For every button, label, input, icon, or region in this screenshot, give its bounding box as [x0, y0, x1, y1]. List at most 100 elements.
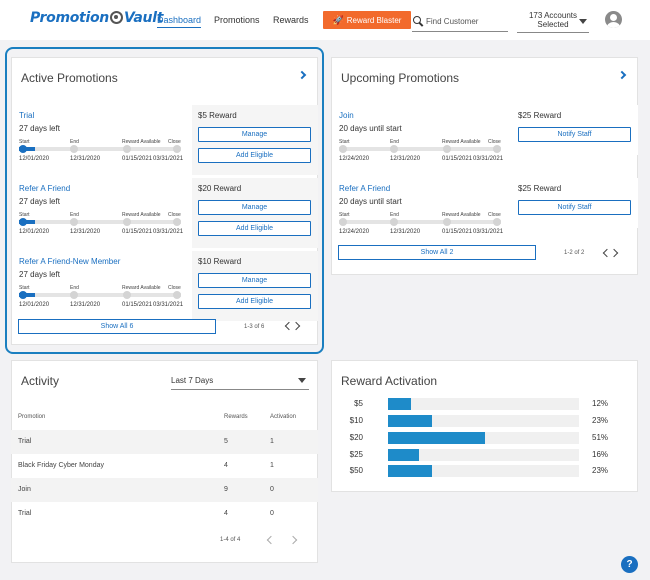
- close-date: 03/31/2021: [153, 302, 184, 308]
- cell-promotion: Join: [18, 486, 31, 493]
- timeline-track: [339, 220, 501, 224]
- upcoming-promotions-card: Upcoming Promotions Join 20 days until s…: [331, 57, 638, 275]
- promo-name-link[interactable]: Refer A Friend: [339, 184, 391, 193]
- show-all-active-button[interactable]: Show All 6: [18, 319, 216, 334]
- timeline-close-label: Close: [488, 212, 501, 218]
- active-promotions-card: Active Promotions Trial 27 days left Sta…: [11, 57, 318, 345]
- timeline-track: [339, 147, 501, 151]
- nav-promotions[interactable]: Promotions: [214, 15, 260, 25]
- timeline-dot-close: [173, 218, 181, 226]
- period-select-value: Last 7 Days: [171, 376, 214, 385]
- close-date: 03/31/2021: [473, 156, 504, 162]
- cell-rewards: 4: [224, 510, 228, 517]
- add-eligible-button[interactable]: Add Eligible: [198, 294, 311, 309]
- activity-pager-text: 1-4 of 4: [220, 537, 241, 543]
- reward-amount: $5 Reward: [198, 111, 237, 120]
- user-avatar-icon[interactable]: [605, 11, 622, 28]
- cell-rewards: 5: [224, 438, 228, 445]
- manage-button[interactable]: Manage: [198, 127, 311, 142]
- promo-name-link[interactable]: Join: [339, 111, 354, 120]
- timeline-reward-label: Reward Available: [442, 139, 481, 145]
- bar-fill: [388, 432, 486, 444]
- rocket-icon: 🚀: [332, 14, 344, 25]
- promo-name-link[interactable]: Refer A Friend: [19, 184, 71, 193]
- cell-activation: 0: [270, 486, 274, 493]
- add-eligible-button[interactable]: Add Eligible: [198, 148, 311, 163]
- timeline-start-label: Start: [339, 212, 350, 218]
- reward-blaster-button[interactable]: 🚀 Reward Blaster: [323, 11, 411, 29]
- next-page-icon[interactable]: [609, 248, 619, 258]
- end-date: 12/31/2020: [390, 229, 421, 235]
- reward-available-date: 01/15/2021: [442, 229, 473, 235]
- active-promotions-title: Active Promotions: [21, 71, 118, 85]
- timeline-dot-reward: [443, 145, 451, 153]
- start-date: 12/24/2020: [339, 229, 370, 235]
- promo-info: Refer A Friend 27 days left Start End Re…: [19, 184, 191, 252]
- cell-rewards: 9: [224, 486, 228, 493]
- timeline-dot-reward: [123, 291, 131, 299]
- close-date: 03/31/2021: [153, 156, 184, 162]
- end-date: 12/31/2020: [70, 302, 101, 308]
- promo-name-link[interactable]: Refer A Friend-New Member: [19, 257, 121, 266]
- show-all-upcoming-button[interactable]: Show All 2: [338, 245, 536, 260]
- timeline-close-label: Close: [488, 139, 501, 145]
- bar-label: $25: [349, 450, 363, 459]
- caret-down-icon: [298, 378, 306, 383]
- notify-staff-button[interactable]: Notify Staff: [518, 200, 631, 215]
- timeline-dot-end: [390, 218, 398, 226]
- timeline-dot-start: [339, 218, 347, 226]
- bar-label: $50: [349, 466, 363, 475]
- add-eligible-button[interactable]: Add Eligible: [198, 221, 311, 236]
- timeline-reward-label: Reward Available: [122, 285, 161, 291]
- notify-staff-button[interactable]: Notify Staff: [518, 127, 631, 142]
- table-row[interactable]: Join 9 0: [11, 478, 318, 502]
- period-select[interactable]: Last 7 Days: [171, 366, 309, 390]
- cell-activation: 1: [270, 462, 274, 469]
- manage-button[interactable]: Manage: [198, 273, 311, 288]
- timeline-progress: [19, 293, 36, 297]
- reward-panel: $10 Reward Manage Add Eligible: [192, 251, 318, 321]
- promo-info: Refer A Friend 20 days until start Start…: [339, 184, 511, 252]
- reward-amount: $25 Reward: [518, 184, 562, 193]
- timeline-reward-label: Reward Available: [122, 212, 161, 218]
- cell-rewards: 4: [224, 462, 228, 469]
- find-customer-input[interactable]: [426, 17, 506, 26]
- timeline-progress: [19, 147, 36, 151]
- accounts-selector[interactable]: 173 Accounts Selected: [517, 11, 589, 33]
- bar-percent: 16%: [592, 450, 609, 459]
- bar-label: $10: [349, 416, 363, 425]
- nav-dashboard[interactable]: Dashboard: [157, 15, 202, 28]
- table-row[interactable]: Trial 5 1: [11, 430, 318, 454]
- promo-days-until: 20 days until start: [339, 124, 402, 133]
- cell-activation: 0: [270, 510, 274, 517]
- start-date: 12/01/2020: [19, 229, 50, 235]
- table-row[interactable]: Trial 4 0: [11, 502, 318, 526]
- help-button[interactable]: ?: [621, 556, 638, 573]
- active-pager-text: 1-3 of 6: [244, 324, 265, 330]
- timeline-dot-end: [70, 218, 78, 226]
- promo-info: Trial 27 days left Start End Reward Avai…: [19, 111, 191, 179]
- promo-name-link[interactable]: Trial: [19, 111, 35, 120]
- timeline-dot-start: [19, 291, 27, 299]
- start-date: 12/01/2020: [19, 156, 50, 162]
- manage-button[interactable]: Manage: [198, 200, 311, 215]
- reward-available-date: 01/15/2021: [122, 156, 153, 162]
- table-row[interactable]: Black Friday Cyber Monday 4 1: [11, 454, 318, 478]
- reward-activation-title: Reward Activation: [341, 374, 438, 388]
- activity-title: Activity: [21, 374, 60, 388]
- bar-percent: 51%: [592, 433, 609, 442]
- reward-available-date: 01/15/2021: [442, 156, 473, 162]
- timeline-end-label: End: [390, 139, 399, 145]
- search-icon: [413, 15, 421, 24]
- upcoming-pager-text: 1-2 of 2: [564, 250, 585, 256]
- vault-dial-icon: [109, 11, 123, 24]
- chevron-right-icon[interactable]: [617, 70, 627, 80]
- end-date: 12/31/2020: [390, 156, 421, 162]
- reward-panel: $25 Reward Notify Staff: [512, 178, 638, 228]
- promotion-vault-logo[interactable]: Promotion Vault: [30, 10, 164, 26]
- nav-rewards[interactable]: Rewards: [273, 15, 309, 25]
- timeline-dot-close: [173, 291, 181, 299]
- col-header-rewards: Rewards: [224, 414, 248, 420]
- timeline-dot-end: [70, 145, 78, 153]
- timeline-dot-start: [339, 145, 347, 153]
